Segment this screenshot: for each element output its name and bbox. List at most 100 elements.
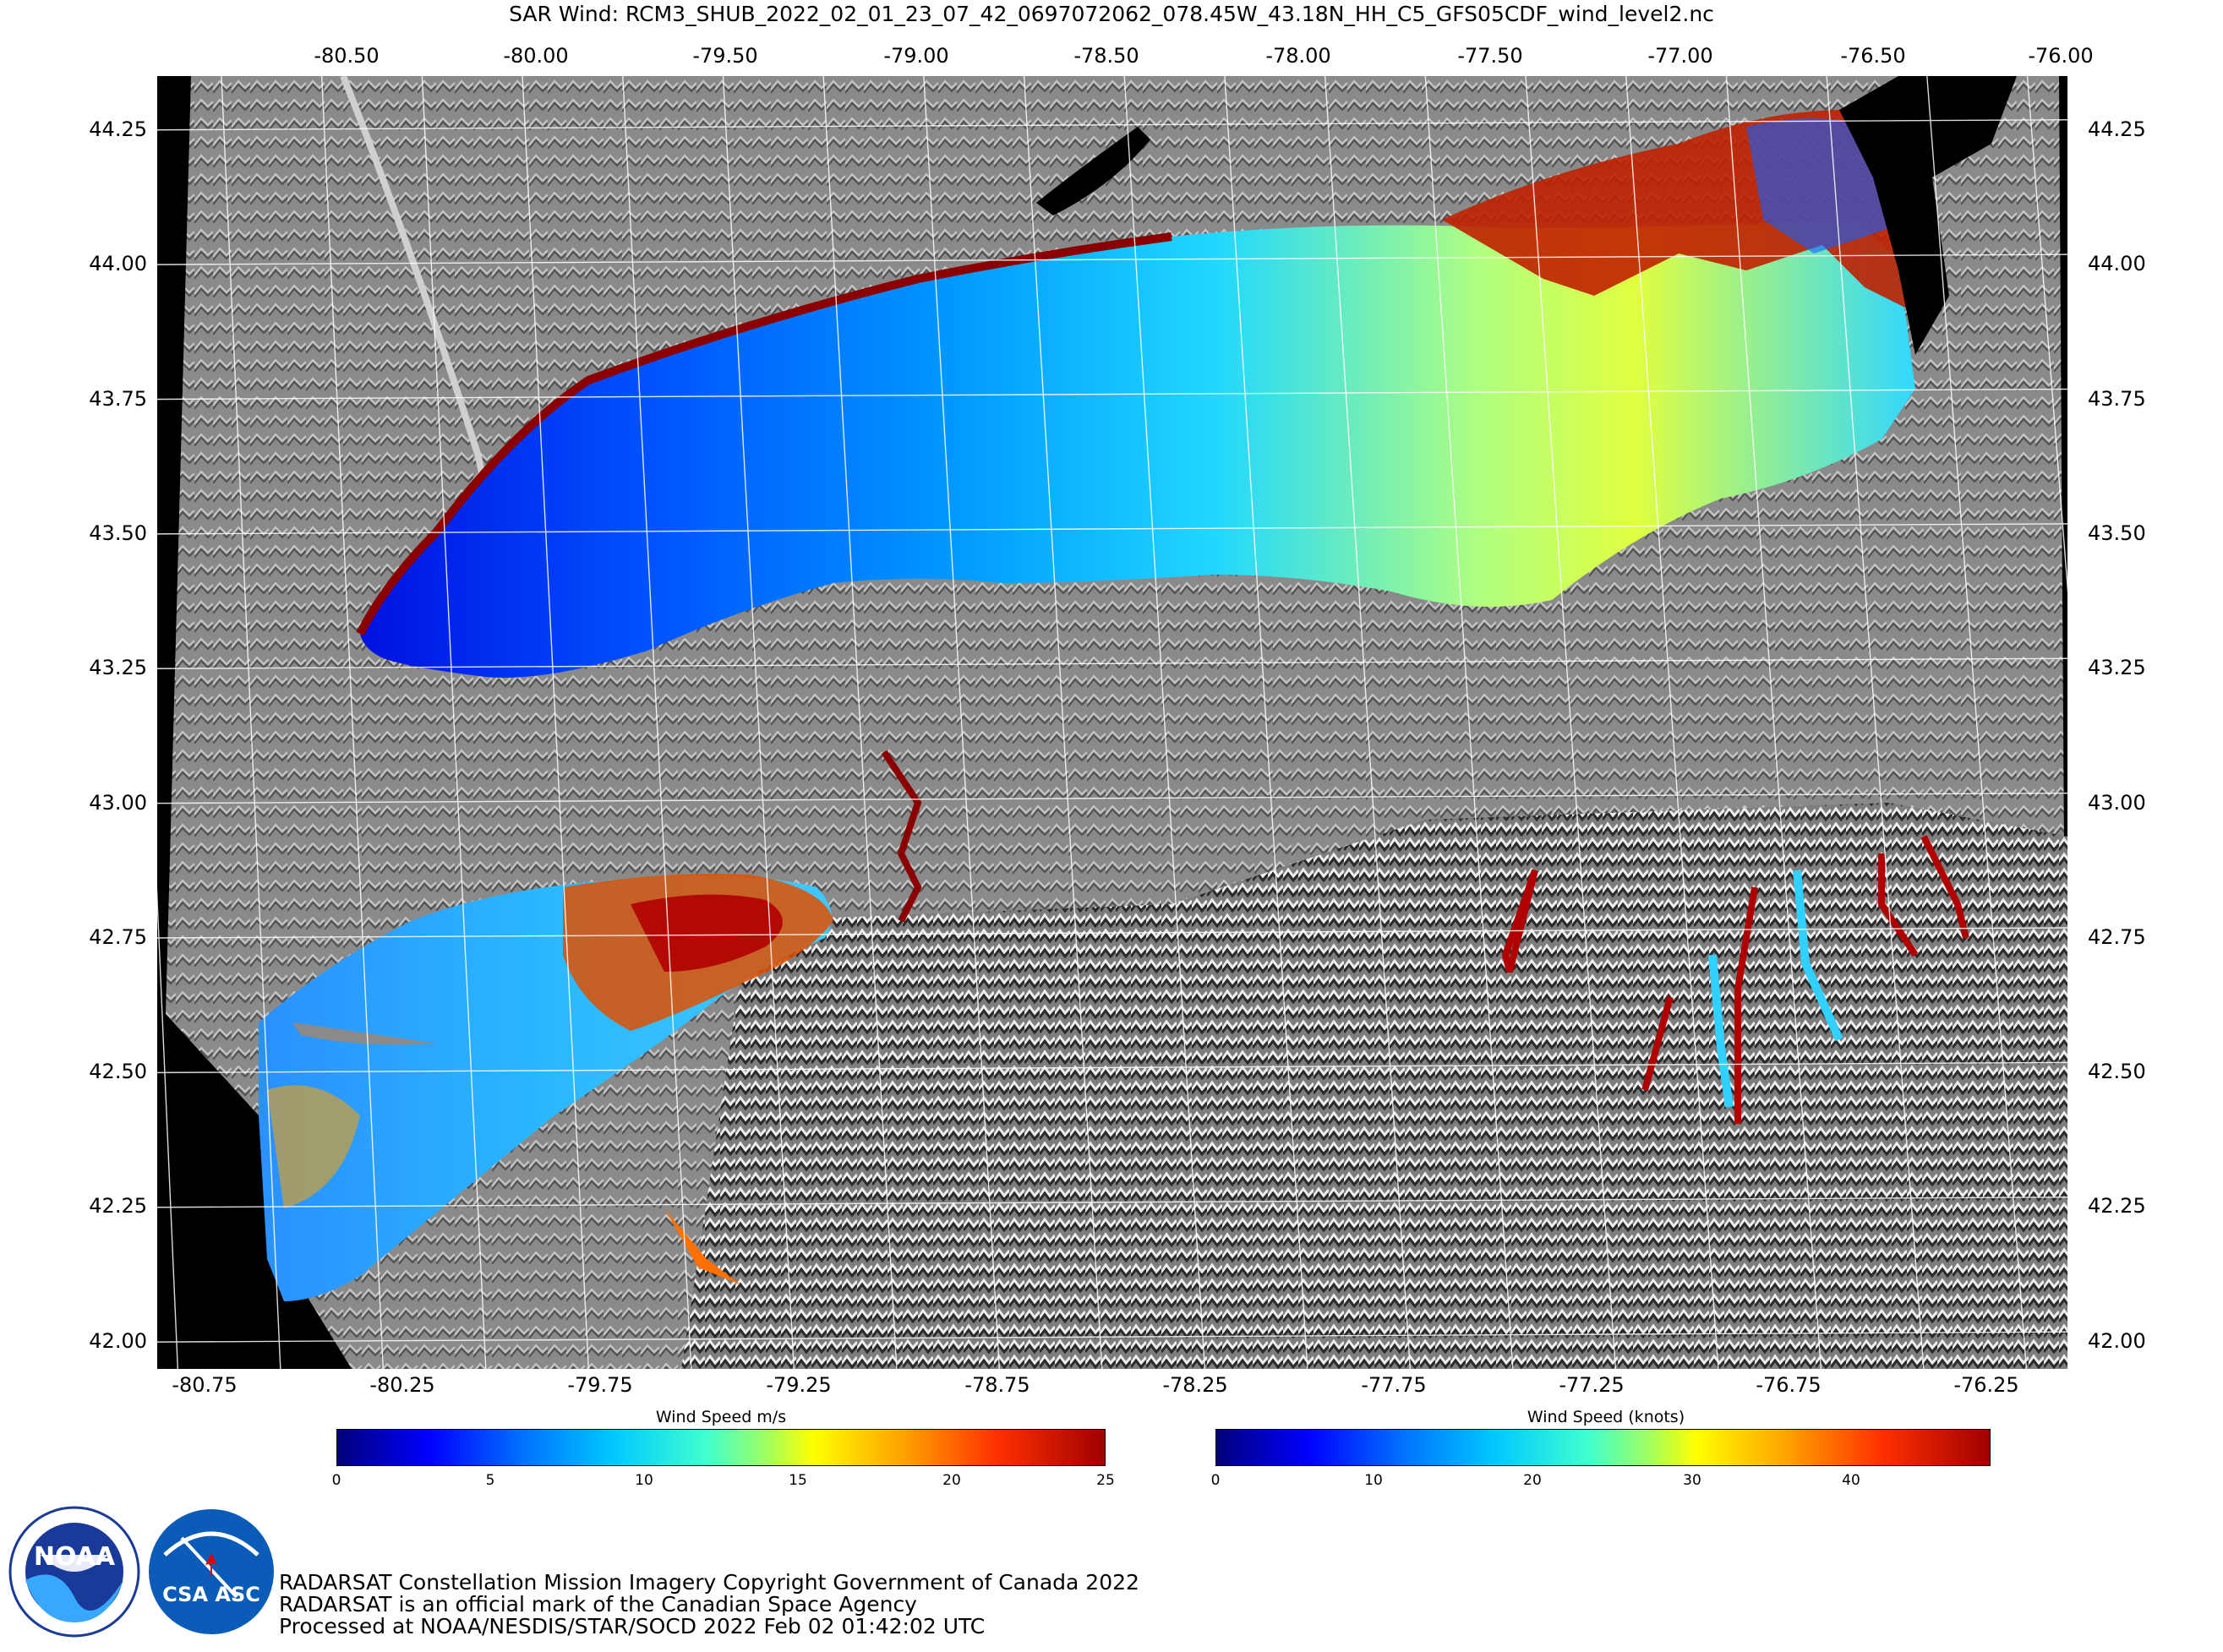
csa-asc-logo: CSA ASC: [149, 1509, 274, 1634]
graticule-meridian: [622, 76, 692, 1369]
bottom-lon-label: -76.25: [1953, 1373, 2019, 1397]
graticule-parallel: [157, 1331, 2067, 1343]
colorbar-ms-tick: 0: [331, 1472, 341, 1489]
graticule-parallel: [157, 523, 2067, 535]
lake-ontario-north-rim: [356, 232, 1172, 636]
graticule-parallel: [157, 927, 2067, 939]
graticule-meridian: [221, 76, 281, 1369]
finger-lake: [1641, 995, 1674, 1092]
finger-lake: [1793, 870, 1843, 1042]
image-title: SAR Wind: RCM3_SHUB_2022_02_01_23_07_42_…: [509, 2, 1714, 26]
graticule-meridian: [923, 76, 1001, 1369]
left-lat-label: 42.00: [89, 1329, 147, 1353]
right-lat-label: 42.25: [2088, 1194, 2146, 1218]
finger-lake: [1708, 954, 1734, 1108]
graticule-meridian: [320, 76, 385, 1369]
st-lawrence-nodata: [1839, 76, 2017, 355]
graticule: [157, 76, 2067, 1369]
lake-erie-east-core: [631, 894, 783, 972]
kingston-wind-patch: [1746, 118, 1890, 254]
colorbar-ms: [336, 1429, 1106, 1466]
bottom-lon-label: -77.25: [1559, 1373, 1625, 1397]
bottom-lon-label: -80.25: [369, 1373, 435, 1397]
colorbar-knots-tick: 10: [1364, 1472, 1383, 1489]
graticule-meridian: [522, 76, 590, 1369]
top-lon-label: -79.50: [692, 44, 758, 68]
sar-wind-map: [157, 76, 2067, 1369]
chautauqua-lake: [664, 1208, 740, 1284]
colorbar-ms-tick: 5: [485, 1472, 495, 1489]
long-point: [292, 1022, 436, 1045]
top-lon-label: -79.00: [883, 44, 949, 68]
left-lat-label: 44.00: [89, 252, 147, 275]
colorbar-ms-tick: 15: [789, 1472, 807, 1489]
colorbar-knots-tick: 0: [1210, 1472, 1221, 1489]
top-lon-label: -77.50: [1457, 44, 1523, 68]
left-lat-label: 43.00: [89, 791, 147, 815]
graticule-meridian: [1324, 76, 1412, 1369]
top-lon-label: -77.00: [1647, 44, 1713, 68]
lake-ontario-wind: [360, 220, 1915, 678]
top-lon-label: -76.50: [1840, 44, 1906, 68]
colorbar-knots-title: Wind Speed (knots): [1527, 1408, 1685, 1426]
top-lon-label: -78.00: [1265, 44, 1331, 68]
left-lat-label: 43.75: [89, 387, 147, 411]
colorbar-knots-tick: 40: [1842, 1472, 1860, 1489]
left-lat-label: 43.50: [89, 521, 147, 545]
left-lat-label: 42.50: [89, 1060, 147, 1083]
colorbar-knots: [1215, 1429, 1991, 1466]
credit-line: RADARSAT Constellation Mission Imagery C…: [279, 1570, 1139, 1595]
top-lon-label: -76.00: [2028, 44, 2094, 68]
graticule-meridian: [1424, 76, 1514, 1369]
right-lat-label: 42.75: [2088, 925, 2146, 949]
right-lat-label: 42.50: [2088, 1060, 2146, 1083]
credit-line: RADARSAT is an official mark of the Cana…: [279, 1592, 917, 1617]
bottom-lon-label: -78.75: [964, 1373, 1030, 1397]
finger-lake: [1734, 886, 1758, 1124]
graticule-parallel: [157, 119, 2067, 131]
graticule-meridian: [1224, 76, 1308, 1369]
graticule-meridian: [822, 76, 898, 1369]
graticule-meridian: [1525, 76, 1617, 1369]
graticule-meridian: [1625, 76, 1719, 1369]
bottom-lon-label: -78.25: [1162, 1373, 1228, 1397]
bottom-lon-label: -79.75: [567, 1373, 633, 1397]
bottom-lon-label: -80.75: [172, 1373, 238, 1397]
niagara-river: [881, 750, 922, 923]
rough-terrain: [681, 803, 2067, 1369]
left-lat-label: 44.25: [89, 117, 147, 141]
right-lat-label: 43.25: [2088, 656, 2146, 679]
right-lat-label: 43.50: [2088, 521, 2146, 545]
bottom-lon-label: -76.75: [1756, 1373, 1822, 1397]
top-lon-label: -80.50: [314, 44, 380, 68]
bottom-lon-label: -77.75: [1361, 1373, 1427, 1397]
graticule-meridian: [157, 886, 179, 1369]
right-lat-label: 43.75: [2088, 387, 2146, 411]
finger-lake: [1878, 853, 1919, 957]
right-lat-label: 42.00: [2088, 1329, 2146, 1353]
graticule-meridian: [1023, 76, 1103, 1369]
right-lat-label: 44.00: [2088, 252, 2146, 275]
rice-lake-nodata: [1036, 127, 1150, 215]
top-lon-label: -78.50: [1073, 44, 1139, 68]
graticule-parallel: [157, 1197, 2067, 1208]
colorbar-ms-title: Wind Speed m/s: [655, 1408, 787, 1426]
finger-lake: [1920, 835, 1969, 939]
noaa-logo: NOAA: [8, 1506, 140, 1638]
left-lat-label: 42.75: [89, 925, 147, 949]
right-lat-label: 44.25: [2088, 117, 2146, 141]
colorbar-knots-tick: 20: [1523, 1472, 1542, 1489]
colorbar-ms-tick: 20: [942, 1472, 961, 1489]
bottom-lon-label: -79.25: [766, 1373, 832, 1397]
csa-asc-logo-text: CSA ASC: [162, 1583, 260, 1606]
colorbar-ms-tick: 10: [635, 1472, 653, 1489]
left-lat-label: 42.25: [89, 1194, 147, 1218]
graticule-meridian: [1725, 76, 1822, 1369]
graticule-meridian: [722, 76, 795, 1369]
graticule-meridian: [1826, 76, 1925, 1369]
top-lon-label: -80.00: [503, 44, 569, 68]
graticule-meridian: [421, 76, 487, 1369]
graticule-parallel: [157, 657, 2067, 669]
left-lat-label: 43.25: [89, 656, 147, 679]
colorbar-ms-tick: 25: [1096, 1472, 1115, 1489]
